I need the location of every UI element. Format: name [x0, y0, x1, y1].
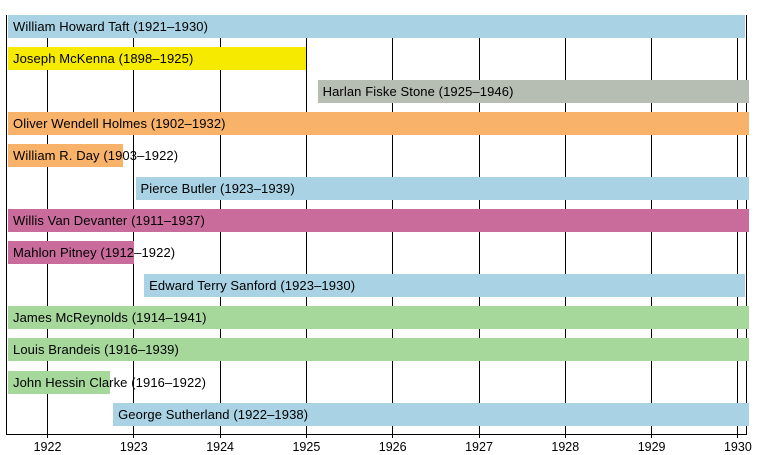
timeline-bar — [8, 111, 749, 135]
bar-label: Oliver Wendell Holmes (1902–1932) — [13, 115, 226, 131]
axis-tick-label: 1927 — [465, 440, 493, 454]
bar-label: William Howard Taft (1921–1930) — [13, 19, 209, 34]
timeline-bar — [8, 144, 123, 168]
bar-label: Edward Terry Sanford (1923–1930) — [149, 277, 356, 293]
axis-tick-label: 1922 — [33, 440, 62, 454]
x-axis-line — [6, 434, 747, 435]
plot-left-border — [6, 15, 7, 434]
axis-tick-label: 1930 — [723, 440, 752, 454]
timeline-bar — [8, 305, 749, 329]
bar-label: Harlan Fiske Stone (1925–1946) — [322, 83, 514, 99]
timeline-bar — [8, 241, 134, 265]
bar-label: Joseph McKenna (1898–1925) — [13, 51, 194, 67]
bar-label: Louis Brandeis (1916–1939) — [13, 342, 179, 358]
bar-label: William R. Day (1903–1922) — [13, 148, 179, 164]
timeline-bar — [8, 47, 307, 71]
timeline-bar — [135, 176, 749, 200]
bar-label: Mahlon Pitney (1912–1922) — [13, 245, 176, 261]
bar-label: James McReynolds (1914–1941) — [13, 309, 207, 325]
axis-tick-label: 1923 — [119, 440, 148, 454]
timeline-bar — [317, 79, 749, 103]
axis-tick-label: 1926 — [378, 440, 407, 454]
axis-tick-label: 1928 — [551, 440, 580, 454]
bar-label: George Sutherland (1922–1938) — [118, 406, 309, 422]
axis-tick-label: 1924 — [206, 440, 234, 454]
axis-tick-label: 1925 — [292, 440, 321, 454]
axis-tick-label: 1929 — [637, 440, 666, 454]
timeline-bar — [144, 273, 745, 297]
bar-label: John Hessin Clarke (1916–1922) — [13, 374, 207, 390]
timeline-bar — [8, 370, 111, 394]
timeline-bar — [8, 338, 749, 362]
bar-label: Willis Van Devanter (1911–1937) — [13, 212, 205, 228]
timeline-bar — [8, 208, 749, 232]
bar-label: Pierce Butler (1923–1939) — [140, 180, 295, 196]
timeline-bar — [8, 15, 745, 38]
timeline-bar — [113, 402, 749, 426]
